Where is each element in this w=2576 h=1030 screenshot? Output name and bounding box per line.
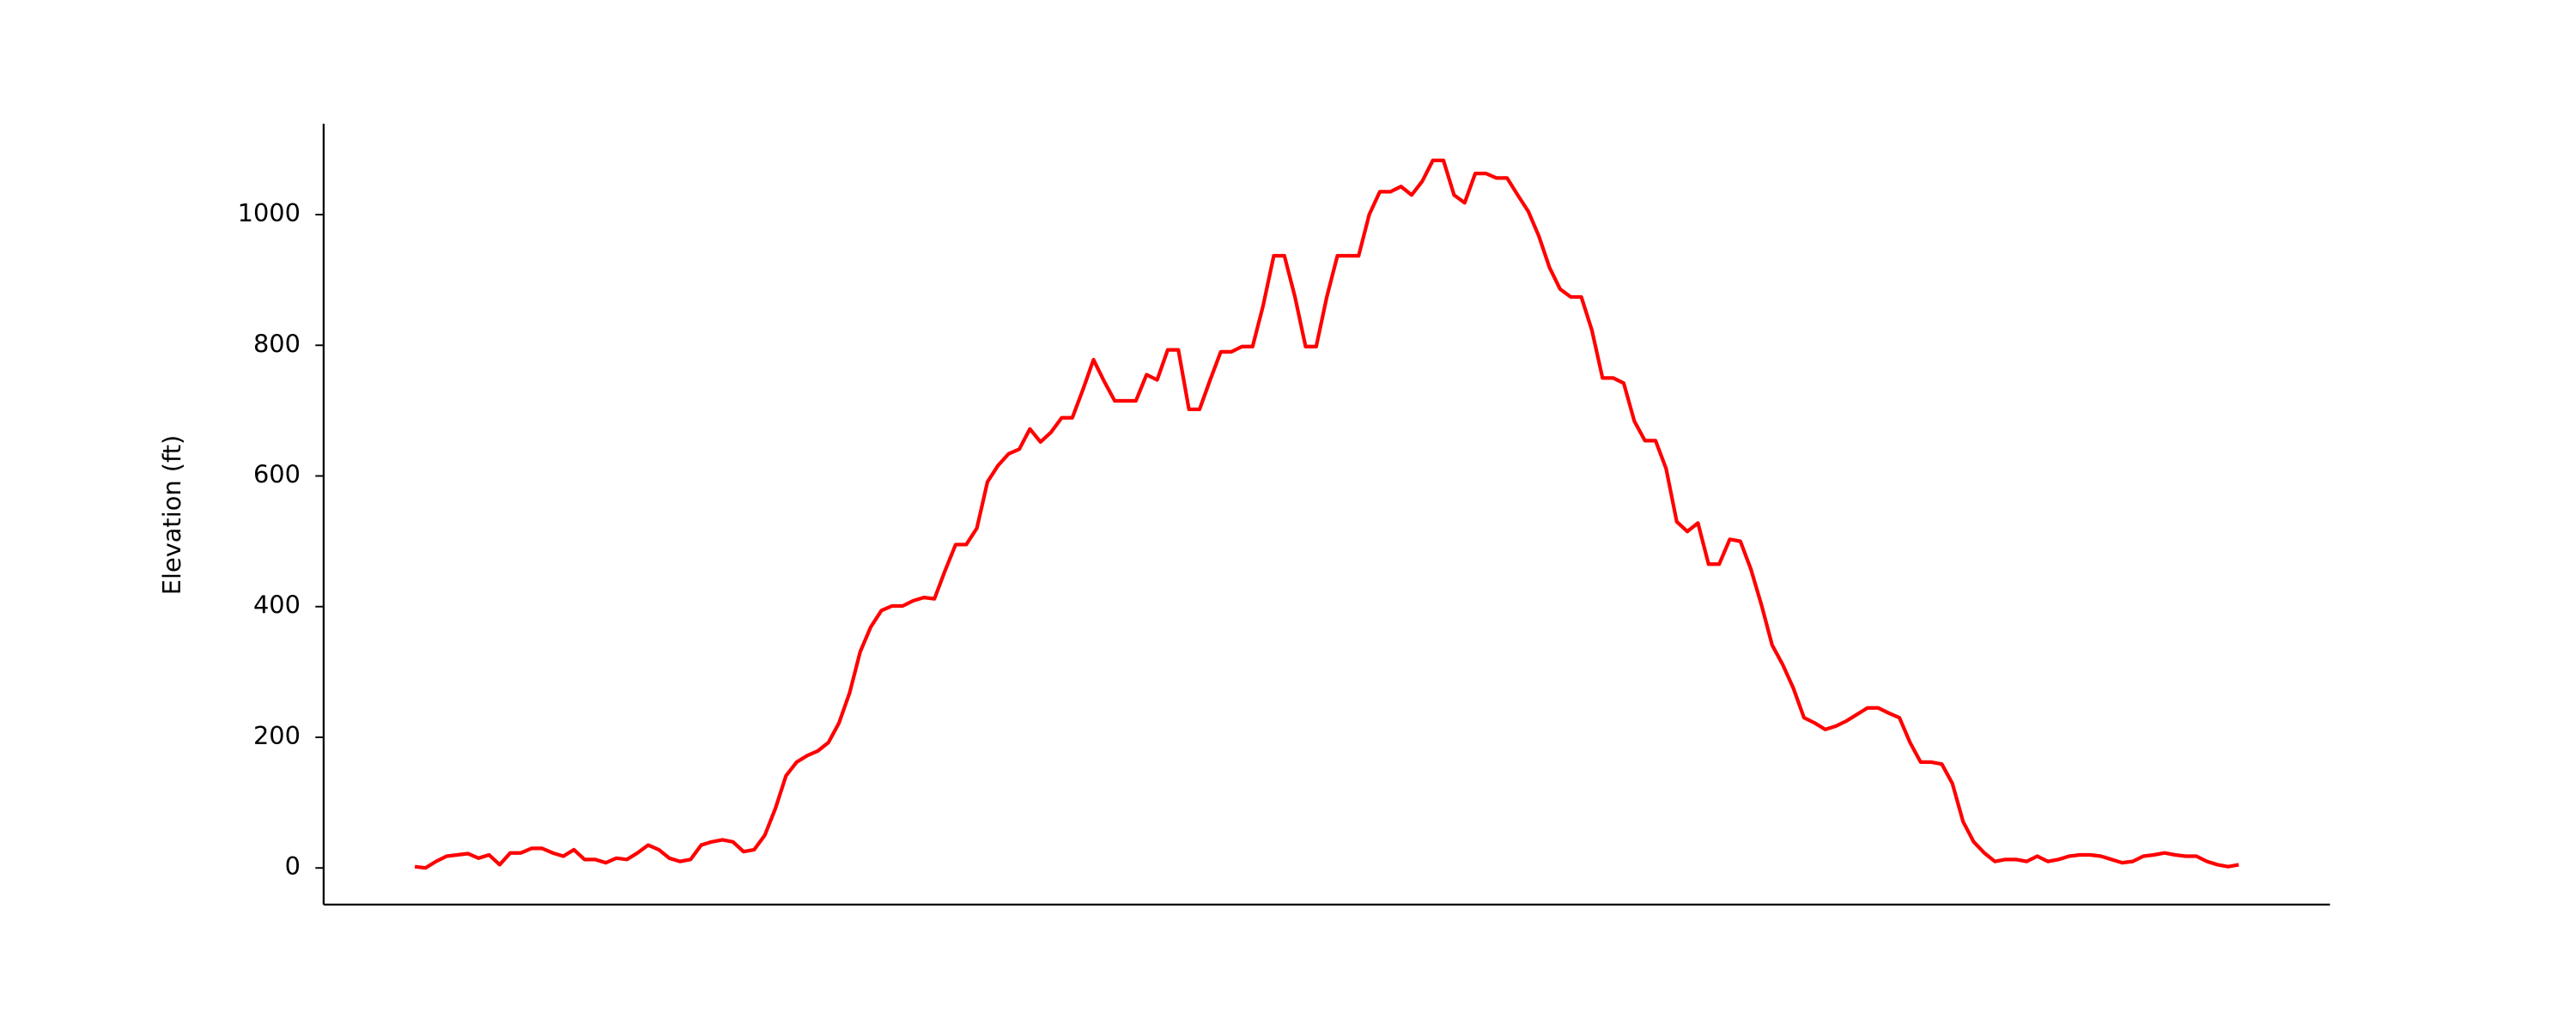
y-tick-label: 800	[253, 329, 301, 358]
y-tick-label: 200	[253, 721, 301, 750]
y-tick-label: 600	[253, 460, 301, 489]
y-tick-label: 1000	[238, 198, 301, 227]
elevation-line	[414, 158, 2239, 870]
y-axis-label: Elevation (ft)	[157, 435, 186, 596]
y-tick-label: 0	[285, 851, 301, 881]
y-tick-label: 400	[253, 591, 301, 620]
